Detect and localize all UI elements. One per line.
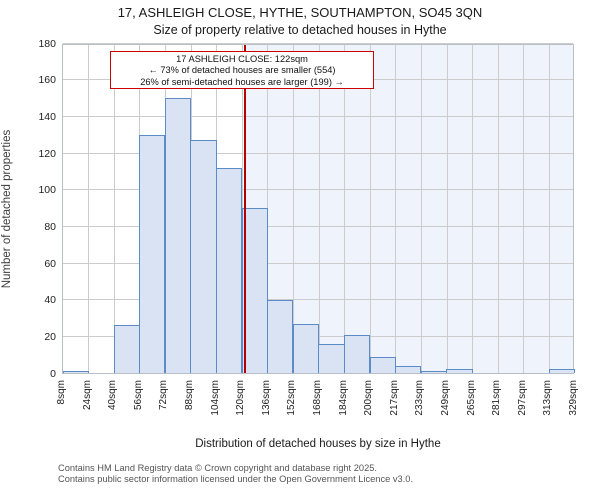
footer-attribution-line-1: Contains HM Land Registry data © Crown c… bbox=[58, 463, 377, 473]
annotation-line-1: 17 ASHLEIGH CLOSE: 122sqm bbox=[176, 54, 308, 64]
xtick-281sqm: 281sqm bbox=[491, 380, 503, 416]
xtick-24sqm: 24sqm bbox=[81, 380, 93, 411]
xtick-297sqm: 297sqm bbox=[516, 380, 528, 416]
xtick-249sqm: 249sqm bbox=[440, 380, 451, 416]
h-gridline-140 bbox=[63, 115, 573, 117]
xtick-184sqm: 184sqm bbox=[337, 380, 349, 416]
ytick-120: 120 bbox=[38, 147, 56, 160]
v-gridline-313sqm bbox=[548, 45, 550, 373]
larger-than-marker-region bbox=[244, 45, 573, 373]
annotation-line-2: ← 73% of detached houses are smaller (55… bbox=[148, 65, 336, 76]
xtick-329sqm: 329sqm bbox=[568, 380, 579, 416]
bar-184-200sqm bbox=[344, 334, 371, 373]
ytick-40: 40 bbox=[44, 294, 56, 307]
ytick-140: 140 bbox=[38, 110, 56, 123]
bar-233-249sqm bbox=[420, 371, 447, 373]
v-gridline-265sqm bbox=[472, 45, 474, 373]
bar-40-56sqm bbox=[113, 325, 140, 373]
v-gridline-152sqm bbox=[292, 45, 294, 373]
bar-136-152sqm bbox=[267, 299, 294, 373]
v-gridline-249sqm bbox=[446, 45, 448, 373]
property-size-marker-line bbox=[244, 45, 246, 373]
x-axis-title: Distribution of detached houses by size … bbox=[195, 438, 441, 450]
v-gridline-184sqm bbox=[344, 45, 346, 373]
plot-area bbox=[62, 42, 575, 374]
bar-313-329sqm bbox=[548, 369, 575, 373]
annotation-line-3: 26% of semi-detached houses are larger (… bbox=[140, 76, 344, 87]
bar-56-72sqm bbox=[139, 134, 166, 373]
bar-152-168sqm bbox=[292, 323, 319, 373]
xtick-217sqm: 217sqm bbox=[388, 380, 400, 416]
v-gridline-136sqm bbox=[267, 45, 269, 373]
bar-200-217sqm bbox=[369, 356, 396, 373]
bar-249-265sqm bbox=[446, 369, 473, 373]
bar-104-120sqm bbox=[216, 167, 243, 373]
h-gridline-60 bbox=[63, 262, 573, 264]
ytick-180: 180 bbox=[38, 37, 56, 50]
bar-8-24sqm bbox=[63, 371, 89, 373]
ytick-20: 20 bbox=[44, 330, 56, 343]
v-gridline-168sqm bbox=[318, 45, 320, 373]
chart-subtitle: Size of property relative to detached ho… bbox=[153, 23, 447, 37]
bar-168-184sqm bbox=[318, 343, 345, 373]
xtick-313sqm: 313sqm bbox=[542, 380, 554, 416]
xtick-56sqm: 56sqm bbox=[132, 380, 144, 411]
xtick-88sqm: 88sqm bbox=[184, 380, 195, 411]
ytick-160: 160 bbox=[38, 74, 56, 87]
h-gridline-80 bbox=[63, 225, 573, 227]
bar-120-136sqm bbox=[241, 208, 268, 373]
xtick-200sqm: 200sqm bbox=[363, 380, 375, 416]
xtick-40sqm: 40sqm bbox=[107, 380, 119, 411]
xtick-152sqm: 152sqm bbox=[286, 380, 298, 416]
bar-88-104sqm bbox=[190, 140, 217, 373]
property-annotation-box: 17 ASHLEIGH CLOSE: 122sqm ← 73% of detac… bbox=[110, 51, 374, 89]
xtick-136sqm: 136sqm bbox=[260, 380, 272, 416]
h-gridline-120 bbox=[63, 152, 573, 154]
h-gridline-100 bbox=[63, 189, 573, 191]
bar-217-233sqm bbox=[395, 365, 422, 373]
h-gridline-40 bbox=[63, 299, 573, 301]
bar-72-88sqm bbox=[164, 98, 191, 373]
h-gridline-180 bbox=[63, 42, 573, 44]
xtick-120sqm: 120sqm bbox=[235, 380, 247, 416]
y-axis-title: Number of detached properties bbox=[1, 129, 13, 289]
v-gridline-40sqm bbox=[113, 45, 115, 373]
xtick-72sqm: 72sqm bbox=[158, 380, 170, 411]
ytick-60: 60 bbox=[44, 257, 56, 270]
v-gridline-24sqm bbox=[88, 45, 90, 373]
v-gridline-297sqm bbox=[523, 45, 525, 373]
xtick-265sqm: 265sqm bbox=[465, 380, 477, 416]
v-gridline-200sqm bbox=[369, 45, 371, 373]
xtick-104sqm: 104sqm bbox=[209, 380, 221, 416]
chart-title: 17, ASHLEIGH CLOSE, HYTHE, SOUTHAMPTON, … bbox=[117, 5, 483, 20]
ytick-100: 100 bbox=[38, 184, 56, 197]
v-gridline-217sqm bbox=[395, 45, 397, 373]
xtick-233sqm: 233sqm bbox=[414, 380, 426, 416]
ytick-0: 0 bbox=[50, 367, 56, 380]
ytick-80: 80 bbox=[44, 220, 56, 233]
footer-attribution-line-2: Contains public sector information licen… bbox=[58, 474, 414, 484]
v-gridline-233sqm bbox=[420, 45, 422, 373]
xtick-168sqm: 168sqm bbox=[312, 380, 323, 416]
xtick-8sqm: 8sqm bbox=[56, 380, 67, 405]
v-gridline-281sqm bbox=[497, 45, 499, 373]
